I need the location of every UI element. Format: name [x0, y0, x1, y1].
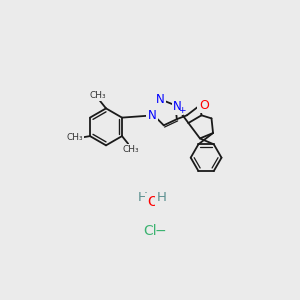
Text: −: −: [154, 224, 166, 238]
Text: H: H: [157, 191, 166, 204]
Text: O: O: [199, 99, 209, 112]
Text: N: N: [173, 100, 182, 113]
Text: CH₃: CH₃: [122, 145, 139, 154]
Text: CH₃: CH₃: [90, 91, 106, 100]
Text: CH₃: CH₃: [66, 133, 83, 142]
Text: +: +: [178, 106, 186, 115]
Text: O: O: [147, 195, 158, 208]
Text: N: N: [148, 109, 157, 122]
Text: Cl: Cl: [143, 224, 157, 238]
Text: H: H: [138, 191, 148, 204]
Text: N: N: [155, 93, 164, 106]
